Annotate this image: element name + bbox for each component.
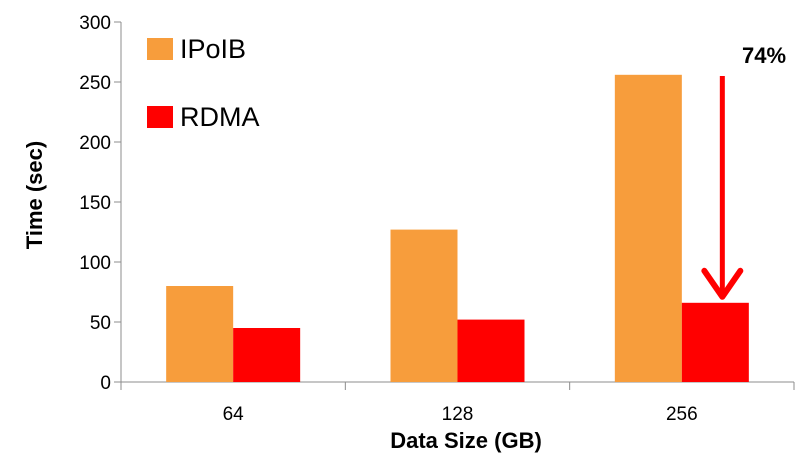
y-tick-label: 0	[100, 373, 111, 394]
y-tick-label: 250	[79, 73, 111, 94]
y-tick-label: 200	[79, 133, 111, 154]
bar-ipoib-64	[166, 286, 234, 382]
bar-rdma-256	[681, 302, 749, 382]
y-axis-title: Time (sec)	[22, 141, 47, 249]
legend-label-ipoib: IPoIB	[180, 34, 246, 64]
annotation	[701, 76, 744, 300]
y-axis: 0 50 100 150 200 250 300	[79, 13, 122, 394]
bar-ipoib-128	[390, 229, 458, 382]
bar-ipoib-256	[614, 74, 682, 383]
legend: IPoIB RDMA	[147, 34, 260, 132]
legend-label-rdma: RDMA	[180, 102, 260, 132]
x-tick-label: 64	[223, 404, 245, 425]
x-tick-label: 256	[666, 404, 698, 425]
y-tick-label: 50	[90, 313, 111, 334]
y-tick-label: 300	[79, 13, 111, 34]
y-tick-label: 150	[79, 193, 111, 214]
annotation-arrow-head	[701, 267, 744, 300]
y-tick-label: 100	[79, 253, 111, 274]
annotation-label: 74%	[742, 43, 786, 68]
legend-swatch-rdma	[147, 106, 173, 128]
x-tick-label: 128	[442, 404, 474, 425]
bars	[166, 74, 749, 383]
x-axis-title: Data Size (GB)	[390, 428, 542, 453]
legend-swatch-ipoib	[147, 38, 173, 60]
x-axis: 64 128 256	[120, 381, 795, 425]
bar-rdma-128	[457, 319, 525, 382]
bar-rdma-64	[233, 328, 301, 382]
